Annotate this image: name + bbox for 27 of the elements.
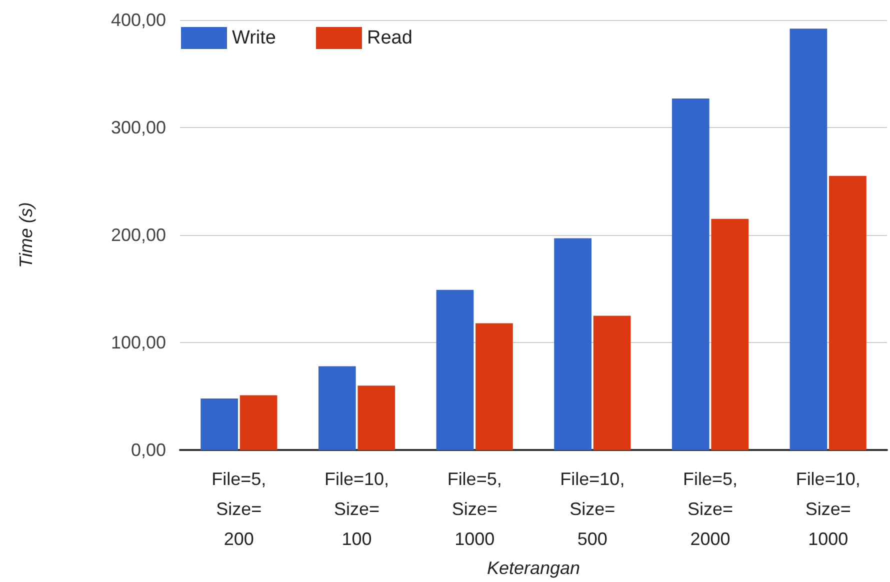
bar — [672, 98, 710, 450]
y-tick-label: 300,00 — [110, 118, 166, 138]
y-axis-title: Time (s) — [16, 202, 36, 268]
bar — [711, 218, 749, 450]
x-tick-label: File=10, Size= 500 — [560, 469, 625, 550]
bar — [790, 28, 828, 450]
x-tick-label: File=5, Size= 2000 — [682, 469, 738, 550]
legend-label: Write — [232, 28, 276, 48]
bar — [554, 238, 592, 450]
bar — [358, 386, 396, 450]
y-tick-label: 100,00 — [110, 332, 166, 353]
bar — [593, 316, 631, 450]
bar — [240, 395, 278, 450]
bar — [318, 366, 356, 450]
x-tick-label: File=5, Size= 200 — [212, 469, 266, 550]
y-tick-label: 400,00 — [110, 10, 166, 30]
y-tick-label: 0,00 — [130, 440, 166, 460]
legend-label: Read — [366, 28, 412, 48]
bar — [829, 176, 866, 450]
bar — [476, 323, 513, 450]
bar — [436, 290, 474, 450]
bar — [200, 398, 238, 450]
x-tick-label: File=10, Size= 100 — [324, 469, 390, 550]
x-axis-title: Keterangan — [486, 558, 580, 578]
x-tick-label: File=10, Size= 1000 — [796, 469, 860, 550]
x-tick-label: File=5, Size= 1000 — [447, 469, 502, 550]
y-tick-label: 200,00 — [110, 225, 166, 246]
